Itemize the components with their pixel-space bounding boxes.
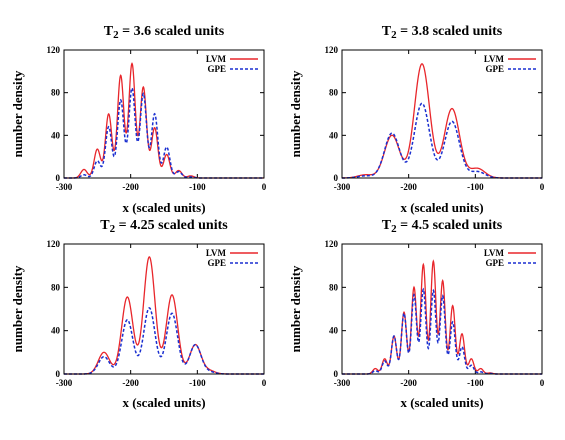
y-tick-label: 80 <box>329 88 339 98</box>
y-tick-label: 0 <box>334 173 339 183</box>
x-axis-label: x (scaled units) <box>122 395 205 410</box>
x-tick-label: 0 <box>540 378 545 388</box>
chart-panel-2: T2 = 3.8 scaled units x (scaled units) num… <box>288 24 545 215</box>
x-tick-label: -200 <box>400 378 417 388</box>
x-axis-label: x (scaled units) <box>122 200 205 215</box>
y-axis-label: number density <box>10 265 25 352</box>
x-tick-label: -200 <box>122 182 139 192</box>
series-line-gpe <box>64 307 264 375</box>
y-tick-label: 120 <box>325 45 339 55</box>
legend-label-lvm: LVM <box>206 54 227 64</box>
x-tick-label: -300 <box>334 182 351 192</box>
plot-frame <box>63 49 265 179</box>
series-line-gpe <box>342 287 542 375</box>
y-tick-label: 40 <box>51 130 61 140</box>
chart-panel-3: T2 = 4.25 scaled units x (scaled units) nu… <box>10 218 267 410</box>
legend-label-lvm: LVM <box>206 248 227 258</box>
y-axis-label: number density <box>288 70 303 157</box>
y-axis-label: number density <box>288 265 303 352</box>
x-tick-label: 0 <box>262 378 267 388</box>
plot-frame <box>341 49 543 179</box>
x-tick-label: -300 <box>56 378 73 388</box>
chart-title: T2 = 3.6 scaled units <box>104 24 225 41</box>
chart-panel-1: T2 = 3.6 scaled units x (scaled units) num… <box>10 24 267 215</box>
y-tick-label: 80 <box>51 88 61 98</box>
x-tick-label: -200 <box>400 182 417 192</box>
y-axis-label: number density <box>10 70 25 157</box>
y-tick-label: 40 <box>51 326 61 336</box>
x-tick-label: -300 <box>56 182 73 192</box>
plot-frame <box>341 243 543 375</box>
legend-label-gpe: GPE <box>207 258 226 268</box>
x-tick-label: -100 <box>189 182 206 192</box>
x-axis-label: x (scaled units) <box>400 395 483 410</box>
y-tick-label: 0 <box>56 173 61 183</box>
x-tick-label: -200 <box>122 378 139 388</box>
chart-title: T2 = 3.8 scaled units <box>382 24 503 41</box>
y-tick-label: 40 <box>329 326 339 336</box>
x-tick-label: -300 <box>334 378 351 388</box>
chart-title: T2 = 4.25 scaled units <box>100 218 228 235</box>
x-tick-label: -100 <box>467 182 484 192</box>
x-tick-label: -100 <box>467 378 484 388</box>
x-axis-label: x (scaled units) <box>400 200 483 215</box>
y-tick-label: 40 <box>329 130 339 140</box>
chart-title: T2 = 4.5 scaled units <box>382 218 503 235</box>
legend-label-lvm: LVM <box>484 54 505 64</box>
y-tick-label: 120 <box>47 45 61 55</box>
chart-panel-4: T2 = 4.5 scaled units x (scaled units) num… <box>288 218 545 410</box>
y-tick-label: 120 <box>47 239 61 249</box>
legend-label-gpe: GPE <box>485 64 504 74</box>
legend-label-gpe: GPE <box>485 258 504 268</box>
y-tick-label: 120 <box>325 239 339 249</box>
legend-label-gpe: GPE <box>207 64 226 74</box>
plot-frame <box>63 243 265 375</box>
legend-label-lvm: LVM <box>484 248 505 258</box>
y-tick-label: 0 <box>56 369 61 379</box>
series-line-gpe <box>342 102 542 179</box>
x-tick-label: 0 <box>262 182 267 192</box>
x-tick-label: -100 <box>189 378 206 388</box>
y-tick-label: 80 <box>51 282 61 292</box>
y-tick-label: 0 <box>334 369 339 379</box>
x-tick-label: 0 <box>540 182 545 192</box>
y-tick-label: 80 <box>329 282 339 292</box>
